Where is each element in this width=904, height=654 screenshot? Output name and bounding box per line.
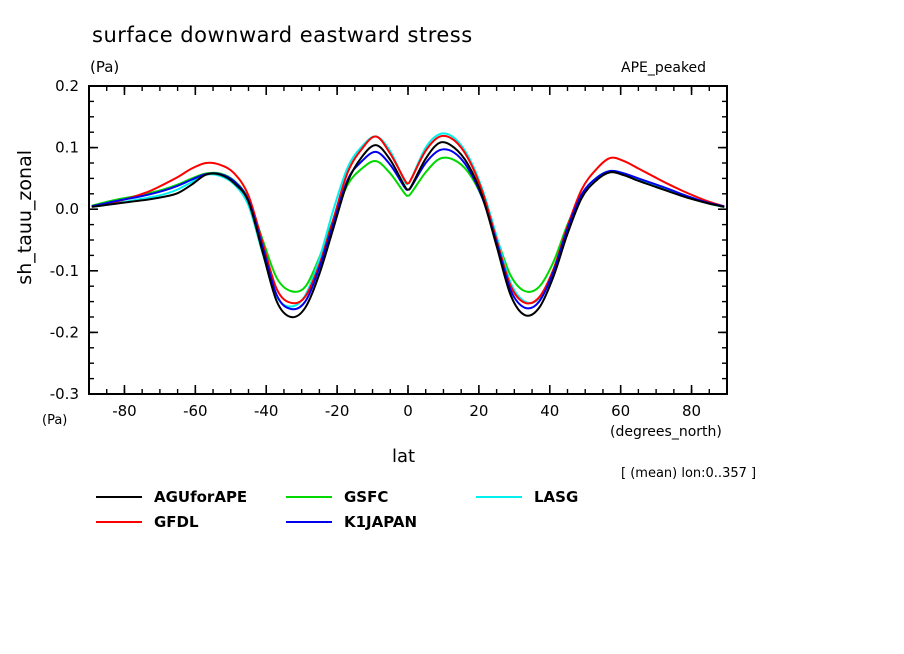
x-tick-label: -20 — [325, 402, 350, 420]
y-tick-label: 0.2 — [55, 77, 79, 95]
legend-label: GFDL — [154, 512, 199, 531]
series-group — [91, 132, 725, 319]
x-tick-label: -40 — [254, 402, 279, 420]
legend-row: GFDL K1JAPAN — [96, 509, 616, 534]
legend-item-lasg[interactable]: LASG — [476, 484, 616, 509]
units-label-bottom: (Pa) — [42, 413, 68, 428]
page-title: surface downward eastward stress — [92, 23, 473, 47]
mean-annotation: [ (mean) lon:0..357 ] — [621, 466, 757, 481]
x-tick-label: 80 — [682, 402, 701, 420]
plot-frame — [88, 85, 728, 395]
experiment-label: APE_peaked — [621, 60, 707, 76]
legend-row: AGUforAPE GSFC LASG — [96, 484, 616, 509]
legend-swatch-lasg — [476, 495, 522, 498]
legend-swatch-k1japan — [286, 520, 332, 523]
series-line-k1japan — [91, 148, 725, 311]
x-tick-label: 40 — [540, 402, 559, 420]
x-tick-label: 60 — [611, 402, 630, 420]
y-tick-label: -0.2 — [50, 323, 79, 341]
series-line-gfdl — [91, 134, 725, 305]
series-line-lasg — [91, 132, 725, 308]
legend-label: AGUforAPE — [154, 487, 248, 506]
legend-label: K1JAPAN — [344, 512, 418, 531]
x-tick-label: 0 — [403, 402, 413, 420]
legend-swatch-aguforape — [96, 495, 142, 498]
legend-item-k1japan[interactable]: K1JAPAN — [286, 509, 476, 534]
legend-item-aguforape[interactable]: AGUforAPE — [96, 484, 286, 509]
x-tick-label: -60 — [183, 402, 208, 420]
legend-label: LASG — [534, 487, 579, 506]
legend-item-gsfc[interactable]: GSFC — [286, 484, 476, 509]
legend-swatch-gfdl — [96, 520, 142, 523]
legend-swatch-gsfc — [286, 495, 332, 498]
x-axis-title: lat — [392, 446, 416, 467]
x-tick-label: 20 — [469, 402, 488, 420]
x-axis-units-label: (degrees_north) — [610, 424, 722, 440]
legend-label: GSFC — [344, 487, 389, 506]
y-tick-label: -0.3 — [50, 385, 79, 403]
units-label-top: (Pa) — [90, 58, 120, 76]
series-line-aguforape — [91, 141, 725, 319]
y-tick-label: 0.1 — [55, 139, 79, 157]
legend: AGUforAPE GSFC LASG GFDL K1JAPAN — [96, 484, 616, 534]
legend-item-gfdl[interactable]: GFDL — [96, 509, 286, 534]
y-tick-label: -0.1 — [50, 262, 79, 280]
y-tick-label: 0.0 — [55, 200, 79, 218]
x-tick-label: -80 — [112, 402, 137, 420]
